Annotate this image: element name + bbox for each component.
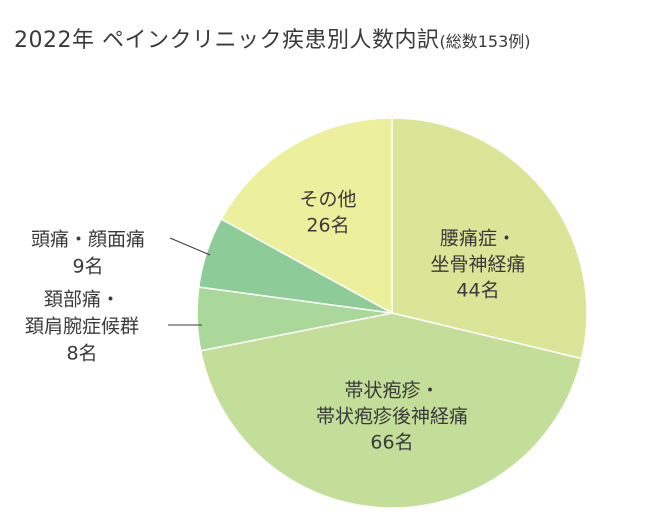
slice-value-neck: 8名	[66, 343, 97, 365]
slice-label-other: その他 26名	[299, 189, 356, 237]
slice-category-neck: 頚肩腕症候群	[25, 316, 139, 338]
slice-value-herpes: 66名	[370, 432, 413, 454]
slice-category-herpes: 帯状疱疹・	[344, 380, 439, 402]
slice-label-lumbar: 腰痛症・坐骨神経痛 44名	[430, 228, 525, 302]
slice-label-headache: 頭痛・顔面痛 9名	[31, 229, 145, 278]
slice-category-headache: 頭痛・顔面痛	[31, 229, 145, 251]
slice-category-lumbar: 腰痛症・	[440, 228, 516, 250]
slice-value-headache: 9名	[72, 256, 103, 278]
pie-slice-lumbar	[391, 117, 588, 360]
pie-slice-herpes	[199, 312, 583, 509]
chart-subtitle: (総数153例)	[439, 32, 531, 51]
title-row: 2022年 ペインクリニック疾患別人数内訳(総数153例)	[14, 22, 531, 54]
slice-category-neck: 頚部痛・	[44, 289, 120, 311]
slice-value-lumbar: 44名	[456, 280, 499, 302]
slice-category-other: その他	[299, 189, 356, 211]
slice-label-herpes: 帯状疱疹・帯状疱疹後神経痛 66名	[316, 380, 468, 454]
slice-label-neck: 頚部痛・頚肩腕症候群 8名	[25, 289, 139, 365]
pie-slice-other	[220, 117, 393, 315]
slice-value-other: 26名	[306, 215, 349, 237]
leader-line-headache	[169, 237, 211, 256]
slice-category-lumbar: 坐骨神経痛	[430, 254, 525, 276]
chart-title: 2022年 ペインクリニック疾患別人数内訳	[14, 28, 440, 53]
slice-category-herpes: 帯状疱疹後神経痛	[316, 406, 468, 428]
